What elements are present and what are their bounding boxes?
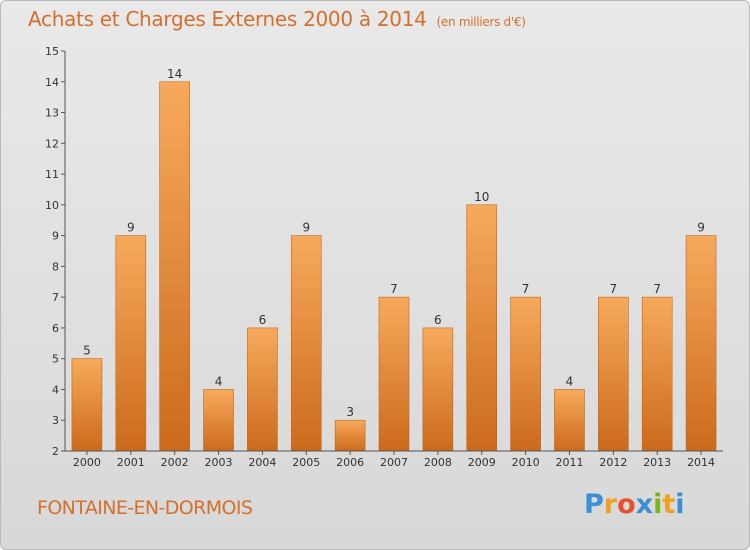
x-tick-label: 2013 — [643, 456, 671, 469]
y-tick-label: 3 — [52, 414, 59, 427]
y-tick-label: 6 — [52, 322, 59, 335]
x-tick-label: 2010 — [512, 456, 540, 469]
y-tick-label: 7 — [52, 291, 59, 304]
bar — [685, 235, 717, 452]
x-tick-label: 2014 — [687, 456, 715, 469]
data-label: 10 — [474, 190, 489, 204]
bar — [115, 235, 147, 452]
x-tick-label: 2003 — [205, 456, 233, 469]
y-tick-label: 15 — [45, 45, 59, 58]
y-tick-label: 4 — [52, 383, 59, 396]
chart-unit-text: (en milliers d'€) — [436, 15, 526, 29]
bar — [641, 296, 673, 452]
data-labels-group: 5 9 14 4 6 9 3 7 6 10 7 4 7 7 9 — [83, 67, 705, 419]
y-tick-label: 2 — [52, 445, 59, 458]
y-tick-label: 10 — [45, 199, 59, 212]
y-axis: 2 3 4 5 6 7 8 9 10 11 12 13 14 15 — [45, 45, 66, 458]
data-label: 7 — [522, 282, 530, 296]
bar — [466, 204, 498, 452]
y-tick-label: 5 — [52, 353, 59, 366]
logo-letter: i — [675, 489, 685, 520]
y-tick-label: 9 — [52, 230, 59, 243]
bar — [422, 327, 454, 452]
data-label: 6 — [434, 313, 442, 327]
data-label: 14 — [167, 67, 182, 81]
bars-group — [71, 81, 717, 452]
bar — [290, 235, 322, 452]
bar — [203, 389, 234, 452]
y-tick-label: 11 — [45, 168, 59, 181]
x-tick-label: 2004 — [248, 456, 276, 469]
logo-letter: t — [662, 489, 676, 520]
x-tick-label: 2012 — [599, 456, 627, 469]
logo-letter: x — [635, 489, 654, 520]
x-tick-label: 2011 — [555, 456, 583, 469]
data-label: 4 — [215, 374, 223, 388]
y-tick-label: 14 — [45, 76, 59, 89]
bar — [71, 358, 103, 452]
logo-letter: P — [584, 489, 604, 520]
bar — [378, 296, 410, 452]
x-tick-label: 2002 — [161, 456, 189, 469]
data-label: 4 — [566, 374, 574, 388]
x-axis: 2000 2001 2002 2003 2004 2005 2006 2007 2008 2009… — [65, 450, 723, 469]
x-tick-label: 2007 — [380, 456, 408, 469]
chart-title-text: Achats et Charges Externes 2000 à 2014 — [28, 7, 427, 31]
chart-title: Achats et Charges Externes 2000 à 2014 (e… — [28, 7, 526, 31]
x-tick-label: 2000 — [73, 456, 101, 469]
bar — [554, 389, 585, 452]
data-label: 7 — [390, 282, 398, 296]
logo-letter: r — [603, 489, 618, 520]
x-tick-label: 2009 — [468, 456, 496, 469]
proxiti-logo[interactable]: Proxiti — [584, 489, 685, 520]
data-label: 9 — [127, 221, 135, 235]
data-label: 7 — [610, 282, 618, 296]
y-tick-label: 8 — [52, 260, 59, 273]
x-tick-label: 2001 — [117, 456, 145, 469]
bar — [510, 296, 541, 452]
x-tick-label: 2006 — [336, 456, 364, 469]
logo-letter: o — [617, 489, 636, 520]
data-label: 7 — [653, 282, 661, 296]
y-tick-label: 12 — [45, 137, 59, 150]
y-tick-label: 13 — [45, 107, 59, 120]
data-label: 6 — [259, 313, 267, 327]
data-label: 5 — [83, 344, 91, 358]
x-tick-label: 2008 — [424, 456, 452, 469]
bar — [247, 327, 278, 452]
data-label: 9 — [302, 221, 310, 235]
data-label: 9 — [697, 221, 705, 235]
logo-letter: i — [653, 489, 663, 520]
commune-name: FONTAINE-EN-DORMOIS — [37, 497, 253, 519]
bar — [159, 81, 190, 452]
x-tick-label: 2005 — [292, 456, 320, 469]
bar — [598, 296, 629, 452]
data-label: 3 — [346, 405, 354, 419]
bar — [334, 419, 366, 452]
